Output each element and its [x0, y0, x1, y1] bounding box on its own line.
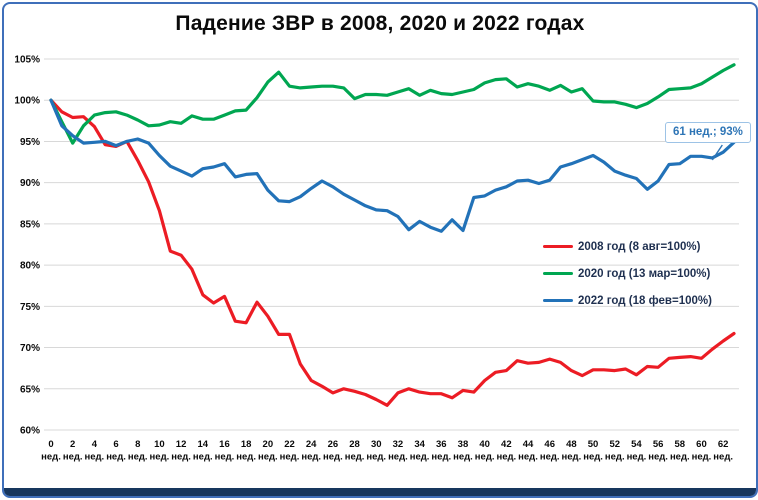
x-tick-label-2: 2 нед. [63, 439, 83, 463]
x-tick-label-54: 54 нед. [627, 439, 647, 463]
y-tick-label-85: 85% [20, 219, 40, 230]
line-chart: 60% 65% 70% 75% 80% 85% 90% 95% 100% 105% 0 нед.2 не… [14, 55, 739, 463]
legend-item-2022: 2022 год (18 фев=100%) [543, 287, 712, 314]
footer-bar [4, 488, 756, 496]
x-tick-label-40: 40 нед. [475, 439, 495, 463]
x-tick-label-42: 42 нед. [496, 439, 516, 463]
x-tick-label-22: 22 нед. [280, 439, 300, 463]
x-tick-label-16: 16 нед. [215, 439, 235, 463]
y-tick-label-105: 105% [14, 55, 40, 66]
y-tick-label-95: 95% [20, 137, 40, 148]
x-tick-label-4: 4 нед. [85, 439, 105, 463]
x-tick-label-62: 62 нед. [713, 439, 733, 463]
x-tick-label-30: 30 нед. [366, 439, 386, 463]
legend-label-2020: 2020 год (13 мар=100%) [578, 267, 711, 280]
x-tick-label-10: 10 нед. [150, 439, 170, 463]
x-tick-label-24: 24 нед. [301, 439, 321, 463]
x-tick-label-44: 44 нед. [518, 439, 538, 463]
x-tick-label-38: 38 нед. [453, 439, 473, 463]
x-tick-label-26: 26 нед. [323, 439, 343, 463]
x-tick-label-32: 32 нед. [388, 439, 408, 463]
legend-item-2020: 2020 год (13 мар=100%) [543, 260, 712, 287]
legend-item-2008: 2008 год (8 авг=100%) [543, 233, 712, 260]
legend-swatch-2020 [543, 271, 573, 276]
x-tick-label-0: 0 нед. [41, 439, 61, 463]
series-line-2008 [49, 98, 736, 407]
x-tick-label-6: 6 нед. [106, 439, 126, 463]
x-tick-label-48: 48 нед. [562, 439, 582, 463]
data-point-callout: 61 нед.; 93% [665, 122, 751, 143]
x-tick-label-58: 58 нед. [670, 439, 690, 463]
series-line-2022 [49, 98, 736, 233]
chart-legend: 2008 год (8 авг=100%) 2020 год (13 мар=1… [543, 233, 712, 314]
y-tick-label-75: 75% [20, 302, 40, 313]
y-tick-label-65: 65% [20, 384, 40, 395]
legend-label-2008: 2008 год (8 авг=100%) [578, 240, 701, 253]
x-tick-label-34: 34 нед. [410, 439, 430, 463]
y-tick-label-80: 80% [20, 261, 40, 272]
legend-swatch-2022 [543, 298, 573, 303]
x-tick-label-14: 14 нед. [193, 439, 213, 463]
x-tick-label-46: 46 нед. [540, 439, 560, 463]
callout-leader-line [711, 144, 723, 161]
x-tick-label-56: 56 нед. [648, 439, 668, 463]
x-tick-label-52: 52 нед. [605, 439, 625, 463]
x-tick-label-50: 50 нед. [583, 439, 603, 463]
legend-label-2022: 2022 год (18 фев=100%) [578, 294, 712, 307]
chart-title: Падение ЗВР в 2008, 2020 и 2022 годах [175, 12, 585, 35]
x-tick-label-18: 18 нед. [236, 439, 256, 463]
x-tick-label-20: 20 нед. [258, 439, 278, 463]
y-tick-label-70: 70% [20, 343, 40, 354]
y-tick-label-90: 90% [20, 178, 40, 189]
x-tick-label-12: 12 нед. [171, 439, 191, 463]
x-tick-label-36: 36 нед. [431, 439, 451, 463]
x-tick-label-60: 60 нед. [692, 439, 712, 463]
legend-swatch-2008 [543, 244, 573, 249]
y-tick-label-100: 100% [14, 96, 40, 107]
x-tick-label-8: 8 нед. [128, 439, 148, 463]
x-tick-label-28: 28 нед. [345, 439, 365, 463]
y-tick-label-60: 60% [20, 426, 40, 437]
series-line-2020 [49, 63, 736, 145]
